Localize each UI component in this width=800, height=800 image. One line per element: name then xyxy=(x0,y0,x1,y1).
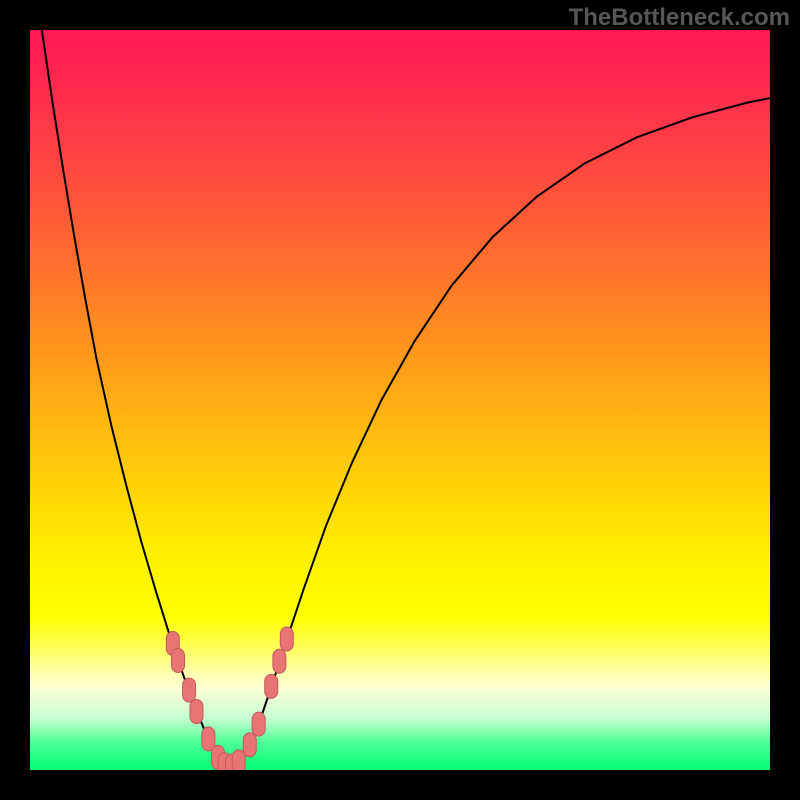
marker-dot xyxy=(243,733,256,757)
chart-svg xyxy=(30,30,770,770)
marker-dot xyxy=(252,712,265,736)
watermark-text: TheBottleneck.com xyxy=(569,4,790,32)
marker-dot xyxy=(280,627,293,651)
marker-dot xyxy=(172,648,185,672)
marker-dot xyxy=(265,674,278,698)
marker-dot xyxy=(183,678,196,702)
marker-dot xyxy=(232,750,245,770)
plot-area xyxy=(30,30,770,770)
gradient-background xyxy=(30,30,770,770)
marker-dot xyxy=(273,649,286,673)
chart-container: TheBottleneck.com xyxy=(0,0,800,800)
marker-dot xyxy=(190,700,203,724)
